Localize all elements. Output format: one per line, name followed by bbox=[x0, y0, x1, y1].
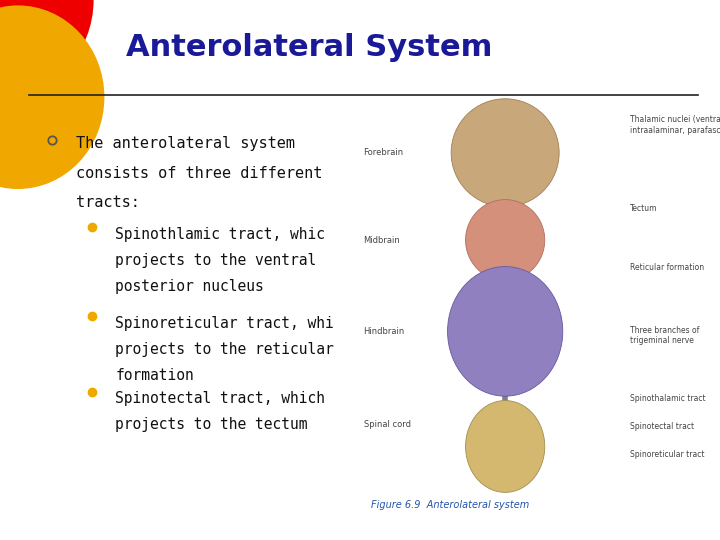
Text: projects to the tectum: projects to the tectum bbox=[115, 417, 307, 433]
Text: Forebrain: Forebrain bbox=[364, 148, 404, 157]
Text: Anterolateral System: Anterolateral System bbox=[126, 33, 492, 62]
Text: projects to the ventral: projects to the ventral bbox=[115, 253, 317, 268]
Ellipse shape bbox=[0, 5, 104, 189]
Ellipse shape bbox=[466, 200, 545, 281]
Ellipse shape bbox=[466, 401, 545, 492]
Text: Reticular formation: Reticular formation bbox=[629, 264, 703, 272]
Text: Thalamic nuclei (ventral posterior,
intraalaminar, parafascicular, etc.): Thalamic nuclei (ventral posterior, intr… bbox=[629, 115, 720, 134]
Text: Three branches of
trigeminal nerve: Three branches of trigeminal nerve bbox=[629, 326, 699, 345]
Text: Spinoreticular tract, whi: Spinoreticular tract, whi bbox=[115, 316, 334, 331]
Text: Figure 6.9  Anterolateral system: Figure 6.9 Anterolateral system bbox=[371, 500, 529, 510]
Ellipse shape bbox=[448, 267, 563, 396]
Text: Spinothalamic tract: Spinothalamic tract bbox=[629, 394, 705, 403]
Text: Spinotectal tract, which: Spinotectal tract, which bbox=[115, 392, 325, 407]
Text: consists of three different: consists of three different bbox=[76, 166, 322, 181]
Bar bbox=[360, 97, 706, 494]
Text: Spinotectal tract: Spinotectal tract bbox=[629, 422, 693, 431]
Text: Spinothlamic tract, whic: Spinothlamic tract, whic bbox=[115, 227, 325, 242]
Text: The anterolateral system: The anterolateral system bbox=[76, 136, 294, 151]
Text: Tectum: Tectum bbox=[629, 204, 657, 213]
Text: formation: formation bbox=[115, 368, 194, 383]
Text: Midbrain: Midbrain bbox=[364, 235, 400, 245]
Text: Spinoreticular tract: Spinoreticular tract bbox=[629, 450, 704, 459]
Text: tracts:: tracts: bbox=[76, 195, 140, 211]
Text: posterior nucleus: posterior nucleus bbox=[115, 279, 264, 294]
Text: Hindbrain: Hindbrain bbox=[364, 327, 405, 336]
Text: projects to the reticular: projects to the reticular bbox=[115, 342, 334, 357]
Ellipse shape bbox=[0, 0, 94, 97]
Text: Spinal cord: Spinal cord bbox=[364, 420, 410, 429]
Ellipse shape bbox=[451, 99, 559, 207]
